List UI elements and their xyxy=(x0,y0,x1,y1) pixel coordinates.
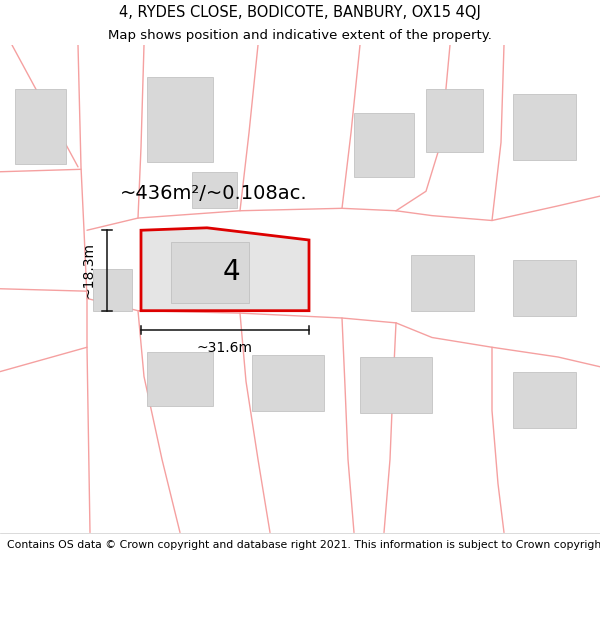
Bar xyxy=(15,89,66,164)
Bar xyxy=(513,259,576,316)
Text: ~436m²/~0.108ac.: ~436m²/~0.108ac. xyxy=(120,184,308,203)
Bar xyxy=(171,242,249,303)
Text: ~31.6m: ~31.6m xyxy=(197,341,253,355)
Bar xyxy=(513,372,576,428)
Text: 4: 4 xyxy=(222,258,240,286)
Bar xyxy=(147,352,213,406)
Text: Contains OS data © Crown copyright and database right 2021. This information is : Contains OS data © Crown copyright and d… xyxy=(7,540,600,550)
Bar xyxy=(360,357,432,413)
Bar xyxy=(513,94,576,159)
Polygon shape xyxy=(141,228,309,311)
Bar xyxy=(411,254,474,311)
Bar xyxy=(426,89,483,152)
Bar xyxy=(354,113,414,177)
Text: Map shows position and indicative extent of the property.: Map shows position and indicative extent… xyxy=(108,29,492,42)
Text: 4, RYDES CLOSE, BODICOTE, BANBURY, OX15 4QJ: 4, RYDES CLOSE, BODICOTE, BANBURY, OX15 … xyxy=(119,5,481,20)
Bar xyxy=(147,77,213,162)
Text: ~18.3m: ~18.3m xyxy=(82,242,96,299)
Bar xyxy=(192,172,237,208)
Bar xyxy=(93,269,132,311)
Bar xyxy=(252,354,324,411)
